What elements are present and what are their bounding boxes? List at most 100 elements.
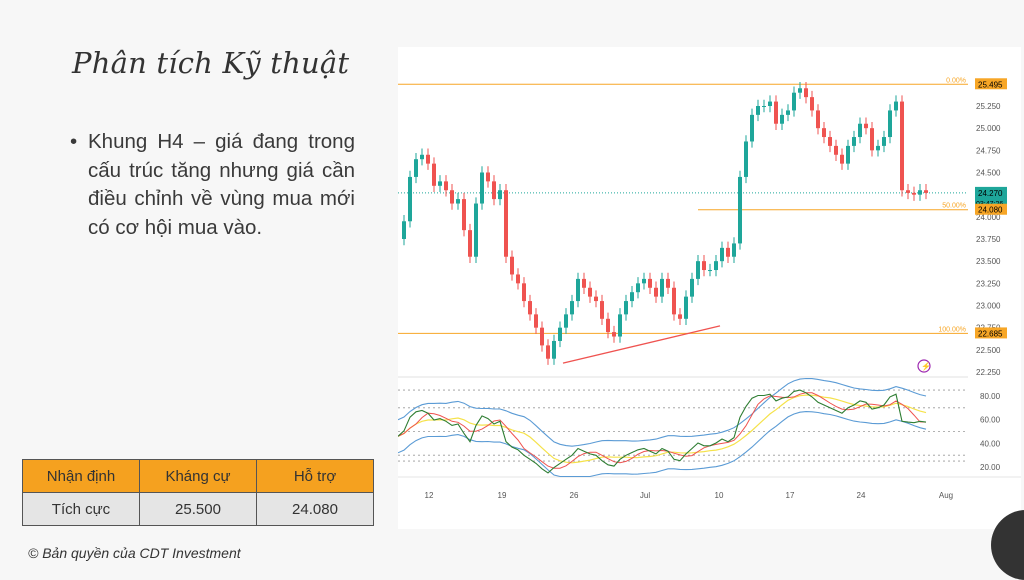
candle-body xyxy=(420,154,424,160)
price-axis-label: 24.750 xyxy=(976,146,1001,155)
candle-body xyxy=(504,190,508,257)
price-tag-label: 22.685 xyxy=(978,329,1003,338)
osc-upper-band xyxy=(397,377,927,447)
candle-body xyxy=(474,203,478,257)
table-header: Hỗ trợ xyxy=(256,459,374,493)
time-axis-label: Aug xyxy=(939,491,953,500)
candle-body xyxy=(408,176,412,222)
price-tag-label: 24.080 xyxy=(978,206,1003,215)
flash-icon-glyph: ⚡ xyxy=(921,361,931,371)
candle-body xyxy=(558,327,562,341)
candle-body xyxy=(906,190,910,193)
candle-body xyxy=(816,110,820,129)
candle-body xyxy=(498,190,502,200)
table-header: Kháng cự xyxy=(139,459,257,493)
table-cell: 25.500 xyxy=(139,492,257,526)
time-axis-label: 24 xyxy=(857,491,866,500)
price-axis-label: 22.250 xyxy=(976,368,1001,377)
candle-body xyxy=(600,301,604,319)
candle-body xyxy=(426,154,430,164)
candle-body xyxy=(714,261,718,271)
candle-body xyxy=(606,318,610,333)
price-axis-label: 23.750 xyxy=(976,235,1001,244)
table-cell: 24.080 xyxy=(256,492,374,526)
candle-body xyxy=(756,106,760,115)
candle-body xyxy=(882,137,886,146)
candle-body xyxy=(654,287,658,297)
candle-body xyxy=(564,314,568,328)
candle-body xyxy=(456,199,460,204)
candle-body xyxy=(888,110,892,138)
candle-body xyxy=(546,345,550,359)
table-header: Nhận định xyxy=(22,459,140,493)
candle-body xyxy=(480,172,484,204)
price-tag xyxy=(975,203,1007,215)
fib-level-label: 100.00% xyxy=(938,326,966,333)
price-axis-label: 23.500 xyxy=(976,257,1001,266)
osc-axis-label: 80.00 xyxy=(980,392,1001,401)
candle-body xyxy=(798,88,802,93)
table-row: Tích cực 25.500 24.080 xyxy=(22,492,374,526)
candle-body xyxy=(834,145,838,155)
time-axis-label: 12 xyxy=(425,491,434,500)
candle-body xyxy=(534,314,538,328)
slide-title: Phân tích Kỹ thuật xyxy=(72,46,350,80)
candle-body xyxy=(414,159,418,177)
bullet-text: Khung H4 – giá đang trong cấu trúc tăng … xyxy=(88,130,355,239)
fib-level-label: 0.00% xyxy=(946,77,966,84)
candle-body xyxy=(570,301,574,315)
candle-body xyxy=(894,101,898,111)
osc-lower-band xyxy=(397,411,927,478)
candle-body xyxy=(516,274,520,284)
copyright-text: © Bản quyền của CDT Investment xyxy=(28,545,241,561)
candle-body xyxy=(912,192,916,195)
candle-body xyxy=(822,128,826,138)
bullet-dot-icon: • xyxy=(70,130,78,153)
price-axis-label: 23.250 xyxy=(976,279,1001,288)
price-tag xyxy=(975,186,1007,209)
candle-body xyxy=(594,296,598,302)
candle-body xyxy=(840,154,844,164)
candle-body xyxy=(510,256,514,275)
candle-body xyxy=(660,278,664,297)
candle-body xyxy=(690,278,694,297)
candle-body xyxy=(738,176,742,244)
candle-body xyxy=(852,137,856,146)
candle-body xyxy=(858,123,862,138)
candle-body xyxy=(678,314,682,319)
candle-body xyxy=(732,243,736,257)
price-axis-label: 24.500 xyxy=(976,169,1001,178)
candle-body xyxy=(786,110,790,115)
table-cell: Tích cực xyxy=(22,492,140,526)
candle-body xyxy=(588,287,592,297)
candle-body xyxy=(444,181,448,191)
price-tag-label: 25.495 xyxy=(978,80,1003,89)
candle-body xyxy=(612,332,616,337)
candle-body xyxy=(708,270,712,272)
candle-body xyxy=(864,123,868,129)
candle-body xyxy=(666,278,670,288)
candle-body xyxy=(804,88,808,98)
candle-body xyxy=(462,199,466,231)
candle-body xyxy=(924,190,928,193)
candle-body xyxy=(780,114,784,124)
candle-body xyxy=(624,301,628,315)
candle-body xyxy=(576,278,580,302)
chart-svg: 0.00% 50.00% 100.00% 25.250 25.000 24.750 24.5… xyxy=(397,77,1021,500)
candle-body xyxy=(486,172,490,182)
time-axis-label: 26 xyxy=(570,491,579,500)
candle-body xyxy=(432,163,436,186)
candle-body xyxy=(648,278,652,288)
candle-body xyxy=(870,128,874,151)
osc-axis-label: 60.00 xyxy=(980,416,1001,425)
candle-body xyxy=(636,283,640,293)
time-axis-label: 19 xyxy=(498,491,507,500)
candle-body xyxy=(726,247,730,257)
candle-body xyxy=(522,283,526,302)
price-chart: 0.00% 50.00% 100.00% 25.250 25.000 24.750 24.5… xyxy=(397,47,1021,529)
osc-slow-line xyxy=(397,392,927,469)
candle-body xyxy=(810,97,814,111)
candle-body xyxy=(642,278,646,284)
candle-body xyxy=(540,327,544,346)
candle-body xyxy=(468,230,472,257)
